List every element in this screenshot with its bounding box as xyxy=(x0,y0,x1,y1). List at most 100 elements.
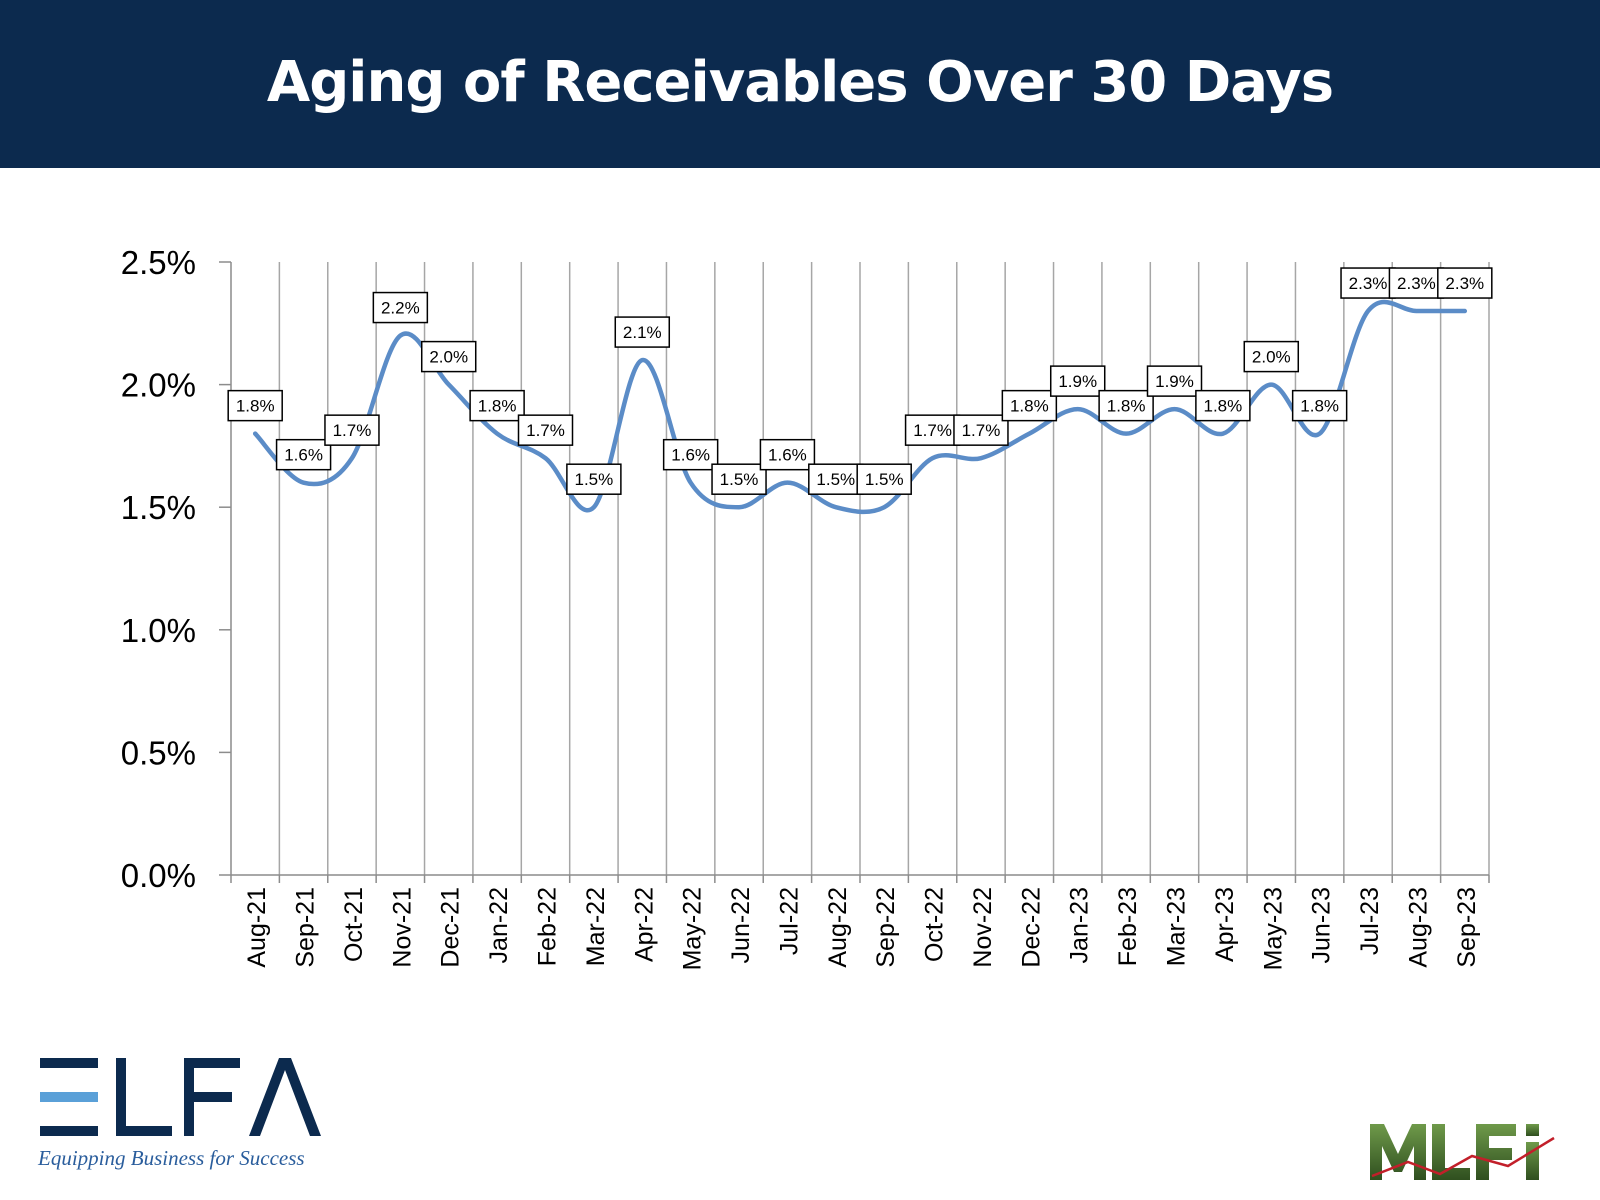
data-label-text: 1.8% xyxy=(1107,397,1146,416)
data-label-text: 2.0% xyxy=(429,348,468,367)
x-tick-label: Mar-22 xyxy=(582,887,610,966)
x-tick-label: Jan-22 xyxy=(485,887,513,963)
data-label-box xyxy=(1195,389,1251,422)
data-label-box xyxy=(904,414,961,446)
y-tick-label: 1.5% xyxy=(121,489,196,526)
data-label: 1.5% xyxy=(711,463,767,495)
x-tick-label: Jun-23 xyxy=(1308,887,1336,963)
x-tick-label: Aug-21 xyxy=(243,887,271,968)
data-label: 1.7% xyxy=(953,414,1009,446)
x-tick-label: May-22 xyxy=(679,887,707,970)
data-label: 1.6% xyxy=(759,438,816,471)
data-label: 1.8% xyxy=(1195,389,1251,422)
x-tick-label: Feb-22 xyxy=(534,887,562,966)
series-line xyxy=(252,299,1468,515)
data-label-box xyxy=(1291,389,1348,422)
elfa-logo xyxy=(40,1058,321,1136)
data-label-text: 2.1% xyxy=(623,323,662,342)
data-label-text: 2.0% xyxy=(1252,348,1291,367)
data-label-text: 1.6% xyxy=(284,446,323,465)
x-tick-label: Sep-23 xyxy=(1453,887,1481,968)
data-label-box xyxy=(517,414,574,446)
data-label-box xyxy=(614,316,671,348)
mlfi-logo xyxy=(1370,1124,1555,1180)
y-tick-label: 2.0% xyxy=(121,367,196,404)
data-label-box xyxy=(1146,365,1203,397)
y-tick-label: 0.0% xyxy=(121,857,196,894)
data-label: 1.9% xyxy=(1049,365,1106,397)
x-tick-label: Sep-21 xyxy=(292,887,320,968)
y-tick-labels: 0.0% 0.5% 1.0% 1.5% 2.0% 2.5% xyxy=(121,244,196,894)
data-label: 1.6% xyxy=(275,438,332,471)
page-title: Aging of Receivables Over 30 Days xyxy=(266,49,1334,115)
data-label-text: 1.6% xyxy=(671,446,710,465)
data-label-text: 1.9% xyxy=(1058,372,1097,391)
x-tick-label: Oct-22 xyxy=(921,887,949,962)
y-tick-label: 2.5% xyxy=(121,244,196,281)
data-label-text: 1.8% xyxy=(1204,397,1243,416)
title-bar: Aging of Receivables Over 30 Days xyxy=(0,0,1600,168)
data-label-text: 2.3% xyxy=(1445,274,1484,293)
x-tick-label: Jul-23 xyxy=(1356,887,1384,955)
data-label: 2.0% xyxy=(1243,340,1300,373)
data-label-text: 1.5% xyxy=(865,470,904,489)
x-tick-label: Oct-21 xyxy=(340,887,368,962)
x-tick-label: Dec-21 xyxy=(437,887,465,968)
x-tick-label: Apr-23 xyxy=(1211,887,1239,962)
data-label: 1.7% xyxy=(324,414,380,446)
data-label-box xyxy=(711,463,767,495)
x-tick-label: Apr-22 xyxy=(630,887,658,962)
data-label-text: 1.8% xyxy=(1300,397,1339,416)
data-series xyxy=(252,299,1468,515)
x-tick-label: Sep-22 xyxy=(872,887,900,968)
data-label-text: 1.7% xyxy=(913,421,952,440)
data-labels: 1.8% 1.6% 1.7% 2.2% 2.0% 1.8% 1.7% 1.5% 2.1% 1.6%… xyxy=(227,267,1493,495)
x-tick-label: Nov-21 xyxy=(388,887,416,968)
data-label-box xyxy=(324,414,380,446)
data-label-box xyxy=(1001,389,1058,422)
data-label-text: 1.8% xyxy=(478,397,517,416)
elfa-tagline: Equipping Business for Success xyxy=(38,1146,305,1170)
data-label-text: 1.8% xyxy=(1010,397,1049,416)
data-label: 2.3% xyxy=(1437,267,1493,299)
data-label-text: 1.7% xyxy=(333,421,372,440)
data-label-box xyxy=(1098,389,1154,422)
data-label: 2.2% xyxy=(372,291,429,324)
data-label: 1.8% xyxy=(1098,389,1154,422)
data-label-text: 1.5% xyxy=(575,470,614,489)
data-label: 1.5% xyxy=(808,463,864,495)
data-label: 1.6% xyxy=(662,438,719,471)
data-label-text: 2.3% xyxy=(1397,274,1436,293)
data-label: 2.3% xyxy=(1388,267,1445,299)
elfa-logo-wordmark xyxy=(40,1058,321,1136)
mlfi-logo-wordmark xyxy=(1370,1124,1555,1180)
data-label: 2.3% xyxy=(1340,267,1396,299)
grid-lines xyxy=(278,262,1490,875)
data-label-text: 2.3% xyxy=(1349,274,1388,293)
data-label-text: 1.7% xyxy=(962,421,1001,440)
data-label-box xyxy=(420,340,477,373)
x-tick-label: Jun-22 xyxy=(727,887,755,963)
data-label-text: 1.7% xyxy=(526,421,565,440)
data-label-box xyxy=(662,438,719,471)
x-tick-labels: Aug-21 Sep-21 Oct-21 Nov-21 Dec-21 Jan-22 Feb-… xyxy=(243,887,1481,970)
data-label-box xyxy=(856,463,912,495)
data-label-box xyxy=(469,389,525,422)
x-tick-label: Jul-22 xyxy=(775,887,803,955)
y-tick-label: 0.5% xyxy=(121,734,196,771)
x-tick-label: Feb-23 xyxy=(1114,887,1142,966)
data-label-text: 1.6% xyxy=(768,446,807,465)
data-label-text: 1.9% xyxy=(1155,372,1194,391)
data-label-box xyxy=(1049,365,1106,397)
data-label-box xyxy=(953,414,1009,446)
data-label: 2.1% xyxy=(614,316,671,348)
data-label-box xyxy=(1243,340,1300,373)
data-label: 2.0% xyxy=(420,340,477,373)
x-tick-label: Aug-22 xyxy=(824,887,852,968)
data-label-box xyxy=(227,389,283,422)
data-label: 1.8% xyxy=(469,389,525,422)
data-label-box xyxy=(275,438,332,471)
data-label-box xyxy=(566,463,622,495)
data-label: 1.5% xyxy=(856,463,912,495)
